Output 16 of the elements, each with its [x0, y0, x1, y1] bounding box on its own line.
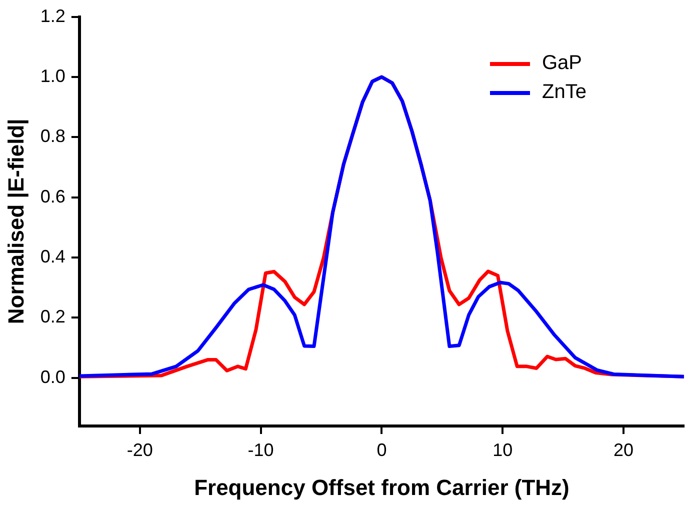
x-axis-title: Frequency Offset from Carrier (THz) [194, 474, 570, 500]
y-axis-title: Normalised |E-field| [3, 118, 28, 324]
y-tick-label: 0.2 [40, 306, 66, 327]
legend-label: GaP [542, 52, 582, 75]
y-tick-label: 0.8 [40, 126, 66, 146]
y-tick-label: 1.0 [40, 66, 66, 86]
x-tick-label: 0 [376, 440, 387, 460]
x-tick-label: -20 [126, 440, 153, 460]
legend-label: ZnTe [542, 81, 586, 104]
y-tick-label: 0.6 [40, 186, 66, 206]
x-tick-label: -10 [248, 440, 274, 460]
x-tick-label: 20 [614, 440, 634, 460]
y-tick-label: 0.4 [40, 246, 66, 266]
y-tick-label: 0.0 [40, 366, 66, 387]
y-tick-label: 1.2 [40, 6, 66, 26]
x-tick-label: 10 [492, 440, 513, 460]
